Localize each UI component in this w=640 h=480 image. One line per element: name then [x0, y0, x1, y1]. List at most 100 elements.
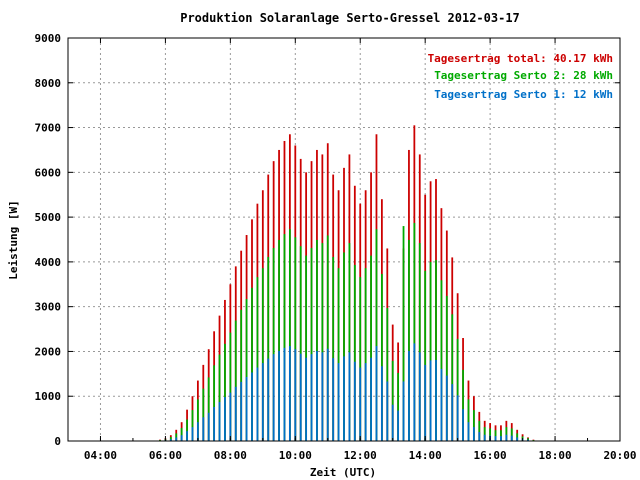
bar-serto2: [472, 410, 475, 441]
bar-serto1: [408, 350, 410, 441]
bar-serto2: [478, 420, 481, 441]
bar-serto1: [527, 439, 529, 441]
bar-serto2: [240, 309, 243, 441]
y-tick-label: 9000: [35, 32, 62, 45]
legend: Tagesertrag total: 40.17 kWh Tagesertrag…: [428, 52, 613, 101]
bar-serto1: [429, 360, 432, 441]
bar-serto2: [505, 427, 508, 441]
bar-serto2: [429, 261, 432, 441]
bar-serto1: [234, 386, 237, 441]
x-axis-label: Zeit (UTC): [310, 466, 376, 479]
bar-serto2: [229, 332, 232, 441]
bar-serto1: [456, 395, 459, 441]
bar-serto1: [267, 358, 270, 441]
bar-serto1: [343, 356, 345, 441]
bar-serto1: [305, 357, 308, 441]
bar-serto2: [261, 268, 264, 441]
bar-serto1: [445, 375, 448, 441]
bar-serto2: [256, 277, 259, 441]
bar-serto2: [310, 248, 313, 441]
y-tick-label: 6000: [35, 166, 62, 179]
bar-serto1: [391, 404, 394, 441]
bar-serto1: [310, 354, 313, 441]
bar-serto1: [435, 359, 437, 441]
bar-serto1: [462, 409, 464, 441]
bar-serto2: [435, 260, 437, 441]
bar-serto1: [418, 352, 421, 441]
bar-serto2: [348, 243, 351, 441]
bar-serto1: [186, 431, 188, 441]
bar-serto1: [229, 392, 232, 441]
y-tick-labels: 0 1000 2000 3000 4000 5000 6000 7000 8000 9000: [35, 32, 62, 448]
bar-serto2: [445, 295, 448, 441]
x-tick-label: 10:00: [279, 449, 312, 462]
x-tick-label: 14:00: [409, 449, 442, 462]
bar-serto1: [294, 349, 297, 441]
bar-serto1: [191, 427, 194, 441]
bars-layer: [159, 125, 535, 442]
legend-serto1: Tagesertrag Serto 1: 12 kWh: [434, 88, 613, 101]
bar-serto2: [326, 235, 329, 441]
bar-serto1: [321, 352, 324, 441]
bar-serto2: [510, 428, 513, 441]
bar-serto2: [251, 287, 253, 441]
bar-serto1: [332, 358, 335, 441]
x-tick-label: 16:00: [474, 449, 507, 462]
bar-serto1: [256, 367, 259, 441]
bar-serto2: [391, 360, 394, 441]
bar-serto2: [224, 343, 226, 441]
bar-serto1: [196, 422, 199, 441]
bar-serto1: [516, 437, 519, 441]
bar-serto1: [202, 417, 205, 441]
plot-frame: [67, 37, 621, 442]
bar-serto1: [348, 352, 351, 441]
bar-serto2: [169, 436, 172, 441]
bar-serto1: [440, 368, 443, 441]
bar-serto2: [370, 255, 372, 441]
bar-serto1: [288, 346, 291, 441]
y-tick-label: 1000: [35, 390, 62, 403]
bar-serto2: [175, 433, 178, 441]
x-tick-label: 20:00: [603, 449, 636, 462]
bar-serto1: [353, 361, 356, 441]
bar-serto2: [196, 399, 199, 441]
bar-serto2: [332, 256, 335, 441]
bar-serto2: [424, 270, 427, 441]
bar-serto1: [251, 372, 253, 441]
bar-serto2: [456, 338, 459, 441]
bar-serto1: [224, 397, 226, 441]
bar-serto2: [359, 277, 362, 441]
bar-serto1: [380, 366, 383, 441]
x-tick-label: 06:00: [149, 449, 182, 462]
bar-serto2: [207, 377, 210, 441]
bar-serto1: [483, 434, 486, 441]
bar-serto2: [283, 234, 286, 441]
bar-serto1: [240, 381, 243, 441]
bar-serto1: [245, 376, 248, 441]
bar-serto1: [359, 367, 362, 441]
bar-serto2: [462, 369, 464, 441]
bar-serto2: [213, 365, 216, 441]
bar-serto1: [510, 435, 513, 441]
bar-serto1: [494, 436, 497, 441]
bar-serto2: [294, 237, 297, 441]
bar-serto2: [380, 273, 383, 441]
bar-serto1: [375, 346, 378, 441]
bar-serto1: [283, 347, 286, 441]
bar-serto1: [500, 436, 502, 441]
y-tick-label: 7000: [35, 122, 62, 135]
bar-serto2: [516, 433, 519, 441]
bar-serto2: [375, 229, 378, 441]
bar-serto1: [370, 357, 372, 441]
bar-serto2: [316, 239, 318, 441]
y-axis-label: Leistung [W]: [7, 200, 20, 279]
bar-serto2: [218, 354, 221, 441]
bar-serto1: [478, 432, 481, 441]
bar-serto1: [326, 348, 329, 441]
bar-serto1: [424, 364, 427, 441]
bar-serto2: [408, 239, 410, 441]
bar-serto1: [386, 381, 389, 441]
x-tick-labels: 04:00 06:00 08:00 10:00 12:00 14:00 16:00 18:00…: [84, 449, 637, 462]
bar-serto1: [413, 343, 416, 441]
